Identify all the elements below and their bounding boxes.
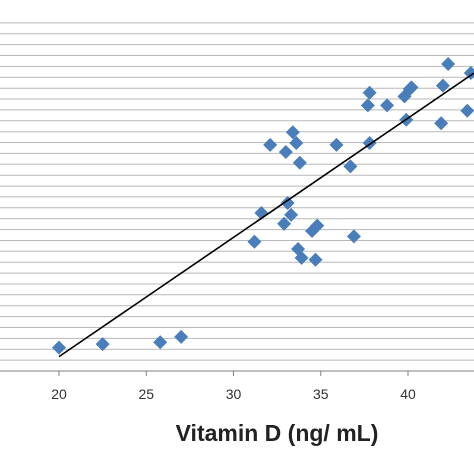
data-point: [247, 234, 262, 249]
data-point: [263, 137, 278, 152]
data-points: [52, 57, 474, 355]
data-point: [346, 229, 361, 244]
data-point: [277, 216, 292, 231]
data-point: [294, 250, 309, 265]
data-point: [289, 136, 304, 151]
data-point: [404, 80, 419, 95]
x-tick-label: 25: [138, 386, 154, 402]
trendline: [58, 72, 474, 358]
data-point: [310, 218, 325, 233]
data-point: [153, 335, 168, 350]
data-point: [292, 155, 307, 170]
data-point: [174, 329, 189, 344]
x-axis-title: Vitamin D (ng/ mL): [176, 420, 379, 446]
data-point: [284, 207, 299, 222]
data-point: [343, 159, 358, 174]
data-point: [329, 137, 344, 152]
data-point: [278, 145, 293, 160]
data-point: [380, 98, 395, 113]
data-point: [280, 195, 295, 210]
x-axis-ticks: 20 25 30 35 40: [51, 371, 416, 402]
data-point: [460, 103, 474, 118]
data-point: [362, 85, 377, 100]
x-tick-label: 35: [313, 386, 329, 402]
data-point: [441, 57, 456, 72]
data-point: [360, 98, 375, 113]
x-tick-label: 30: [226, 386, 242, 402]
data-point: [434, 116, 449, 131]
gridlines: [0, 22, 474, 361]
x-tick-label: 20: [51, 386, 67, 402]
data-point: [308, 252, 323, 267]
data-point: [435, 78, 450, 93]
data-point: [463, 66, 474, 81]
data-point: [285, 125, 300, 140]
x-tick-label: 40: [400, 386, 416, 402]
data-point: [95, 337, 110, 352]
data-point: [52, 340, 66, 355]
